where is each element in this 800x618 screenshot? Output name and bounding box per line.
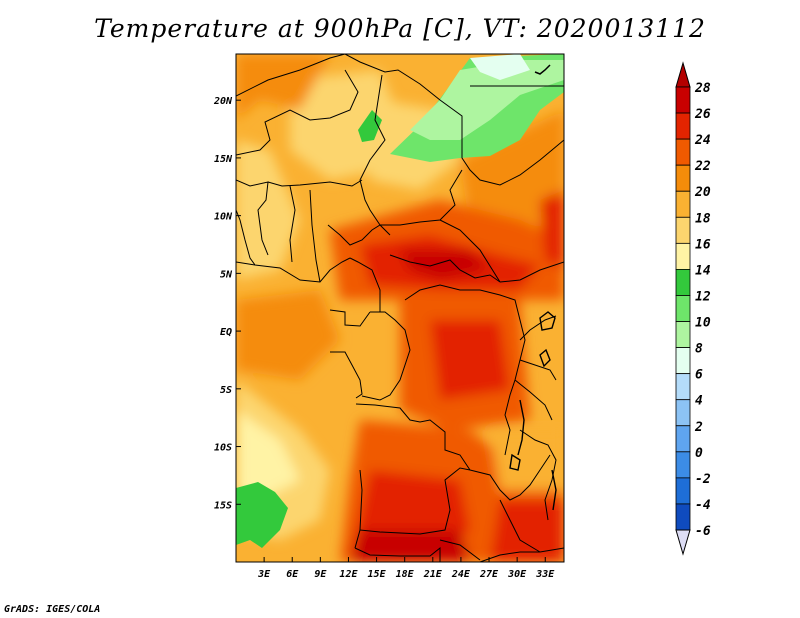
colorbar-swatch: [675, 112, 691, 140]
lat-tick-label: 15N: [214, 154, 233, 165]
lat-tick-label: EQ: [220, 327, 232, 338]
colorbar-label: -4: [695, 498, 711, 513]
colorbar-swatch: [675, 242, 691, 270]
lon-tick-label: 27E: [479, 569, 499, 580]
colorbar-label: 2: [694, 420, 703, 435]
colorbar-label: 28: [694, 81, 711, 96]
colorbar-swatch: [675, 425, 691, 453]
lakes: [509, 311, 557, 511]
lon-tick-label: 9E: [314, 569, 327, 580]
lon-tick-label: 12E: [339, 569, 358, 580]
temperature-field: [236, 54, 564, 562]
colorbar-swatch: [675, 347, 691, 375]
colorbar-swatch: [675, 138, 691, 166]
colorbar-label: -6: [695, 524, 711, 539]
cool-region-southwest: [236, 482, 288, 548]
colorbar-label: 14: [695, 263, 711, 278]
colorbar-label: 24: [694, 133, 711, 148]
country-borders: [236, 54, 564, 562]
lon-tick-label: 15E: [368, 569, 387, 580]
colorbar-bottom-arrow: [675, 529, 691, 556]
lon-tick-label: 30E: [507, 569, 527, 580]
map-frame: [235, 53, 565, 563]
colorbar-swatch: [675, 269, 691, 296]
colorbar-label: 0: [695, 446, 703, 461]
lat-tick-label: 5N: [220, 269, 233, 280]
lon-tick-label: 3E: [257, 569, 271, 580]
colorbar-swatch: [675, 295, 691, 322]
colorbar-label: 22: [694, 159, 711, 174]
colorbar-swatch: [675, 477, 691, 505]
colorbar-label: 26: [694, 107, 711, 122]
colorbar-swatch: [675, 321, 691, 348]
longitude-axis: 3E 6E 9E 12E 15E 18E 21E 24E 27E 30E 33E: [257, 557, 555, 580]
colorbar-label: 10: [695, 316, 711, 331]
colorbar-swatch: [675, 216, 691, 244]
lon-tick-label: 18E: [396, 569, 415, 580]
colorbar-label: 16: [695, 237, 711, 252]
colorbar-top-arrow: [675, 61, 691, 88]
lat-tick-label: 15S: [214, 500, 232, 511]
lat-tick-label: 20N: [213, 96, 233, 107]
colorbar-label: -2: [695, 472, 711, 487]
colorbar-swatch: [675, 190, 691, 218]
lon-tick-label: 33E: [535, 569, 555, 580]
lat-tick-label: 10S: [214, 443, 232, 454]
colorbar-label: 12: [695, 289, 711, 304]
lat-tick-label: 5S: [220, 385, 232, 396]
colorbar-swatch: [675, 399, 691, 427]
colorbar-swatch: [675, 503, 691, 531]
colorbar-swatch: [675, 373, 691, 401]
colorbar-swatch: [675, 451, 691, 479]
map-title: Temperature at 900hPa [C], VT: 202001311…: [94, 14, 706, 43]
colorbar-label: 4: [695, 394, 703, 409]
colorbar-swatch: [675, 164, 691, 192]
cool-ocean-region: [236, 140, 300, 280]
lon-tick-label: 21E: [423, 569, 443, 580]
colorbar-swatch: [675, 86, 691, 114]
colorbar-label: 6: [695, 368, 703, 383]
colorbar-label: 18: [695, 211, 711, 226]
colorbar-label: 20: [694, 185, 711, 200]
lon-tick-label: 24E: [451, 569, 471, 580]
lat-tick-label: 10N: [214, 212, 233, 223]
colorbar-label: 8: [695, 342, 703, 357]
lon-tick-label: 6E: [286, 569, 299, 580]
latitude-axis: 20N 15N 10N 5N EQ 5S 10S 15S: [213, 96, 241, 511]
software-credit: GrADS: IGES/COLA: [4, 604, 101, 615]
